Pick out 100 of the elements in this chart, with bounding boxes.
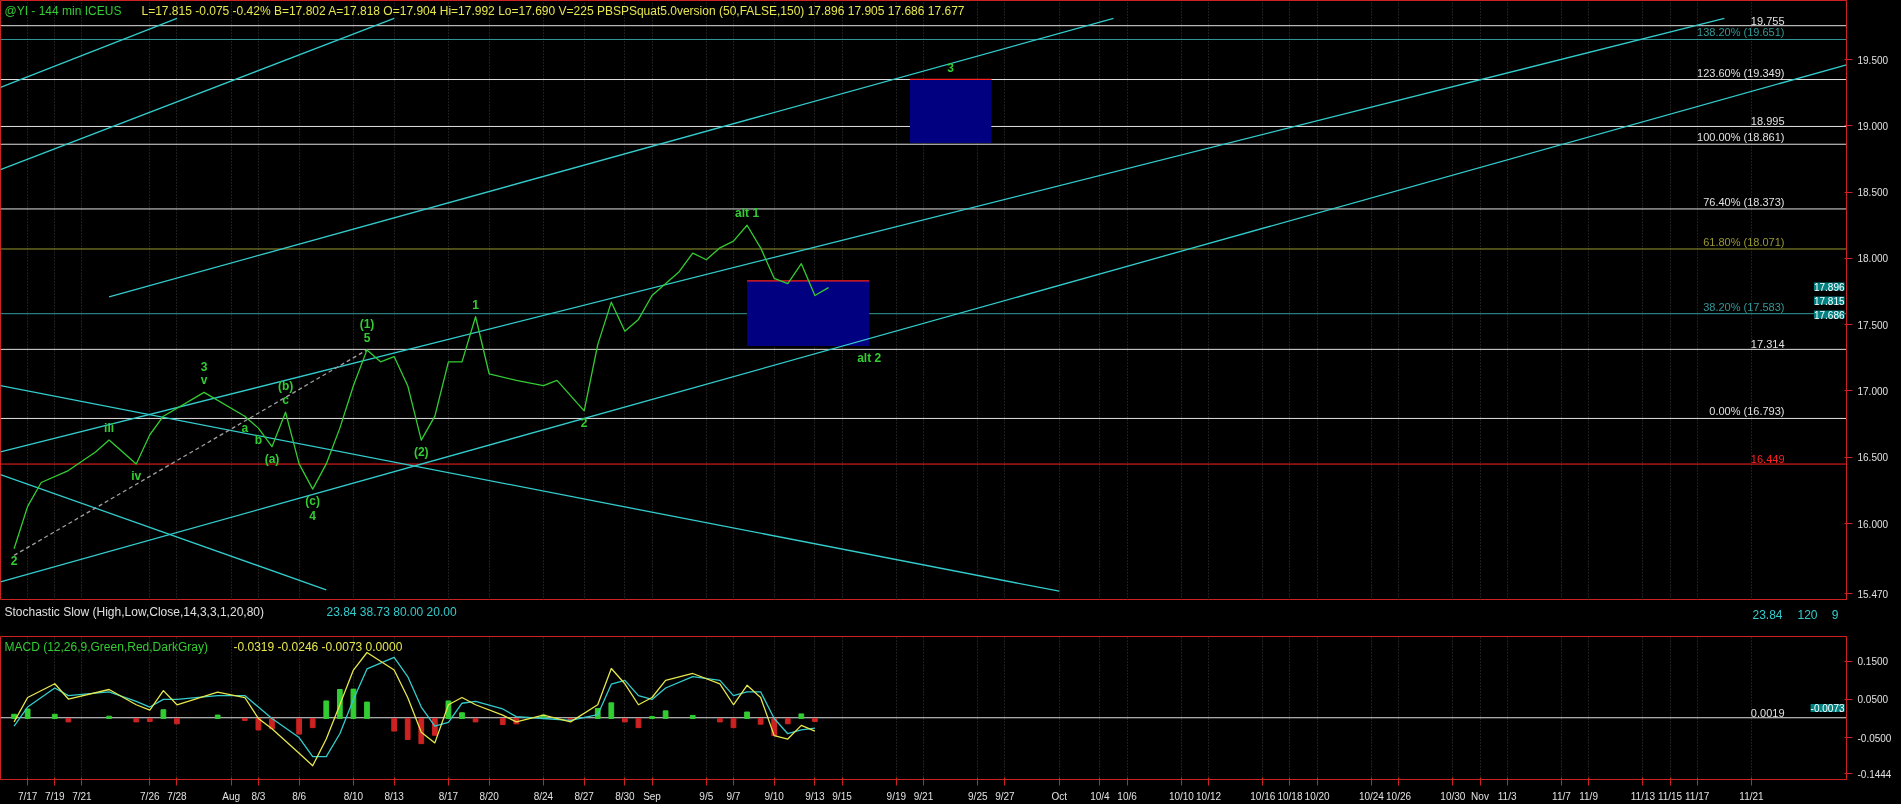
annotation: 5 <box>363 331 371 346</box>
x-tick-label: 11/13 <box>1630 790 1656 802</box>
x-tick-label: 11/21 <box>1739 790 1765 802</box>
x-tick-label: 9/21 <box>913 790 934 802</box>
annotation: (c) <box>305 494 321 509</box>
y-tick-label: 16.000 <box>1857 518 1889 530</box>
x-tick-label: 10/24 <box>1358 790 1385 802</box>
annotation: iv <box>131 468 142 483</box>
ref-line-label: 0.00% (16.793) <box>1709 405 1785 418</box>
x-tick-label: 10/6 <box>1117 790 1138 802</box>
chart-title: @YI - 144 min ICEUS <box>4 3 122 18</box>
annotation: 3 <box>200 359 208 374</box>
annotation: alt 2 <box>857 350 882 365</box>
annotation: (1) <box>359 316 375 331</box>
x-tick-label: 8/20 <box>479 790 500 802</box>
x-tick-label: Oct <box>1051 790 1068 802</box>
annotation: iii <box>104 421 115 436</box>
annotation: 2 <box>10 554 18 569</box>
y-tick-label: -0.1444 <box>1857 768 1892 780</box>
annotation: 17.896 <box>1813 281 1845 293</box>
y-tick-label: 18.000 <box>1857 253 1889 265</box>
chart-title: MACD (12,26,9,Green,Red,DarkGray) <box>4 639 208 654</box>
y-tick-label: 19.500 <box>1857 54 1889 66</box>
x-tick-label: 10/16 <box>1250 790 1276 802</box>
x-tick-label: 11/3 <box>1497 790 1517 802</box>
x-tick-label: 8/24 <box>533 790 554 802</box>
x-tick-label: 9/5 <box>699 790 714 802</box>
x-tick-label: 9/27 <box>995 790 1016 802</box>
y-tick-label: 16.500 <box>1857 452 1889 464</box>
x-tick-label: 8/10 <box>343 790 364 802</box>
ref-line-label: 61.80% (18.071) <box>1703 235 1785 248</box>
x-tick-label: 7/21 <box>72 790 93 802</box>
y-tick-label: -0.0500 <box>1857 732 1892 744</box>
x-tick-label: 10/12 <box>1196 790 1222 802</box>
x-tick-label: 9/19 <box>886 790 907 802</box>
annotation: 2 <box>580 416 588 431</box>
x-tick-label: 11/7 <box>1552 790 1572 802</box>
ref-line-label: 123.60% (19.349) <box>1697 66 1785 79</box>
chart-subtitle: -0.0319 -0.0246 -0.0073 0.0000 <box>233 639 403 654</box>
x-tick-label: 8/13 <box>384 790 405 802</box>
x-tick-label: 10/10 <box>1168 790 1195 802</box>
annotation: 1 <box>472 298 480 313</box>
annotation: 3 <box>947 60 955 75</box>
annotation: a <box>241 421 249 436</box>
x-tick-label: 9/25 <box>968 790 988 802</box>
y-tick-label: 17.500 <box>1857 319 1889 331</box>
x-tick-label: Aug <box>222 790 241 802</box>
x-tick-label: 10/4 <box>1090 790 1111 802</box>
annotation: -0.0073 <box>1810 703 1845 714</box>
y-tick-label: 18.500 <box>1857 187 1889 199</box>
x-tick-label: 8/30 <box>615 790 636 802</box>
ref-line-label: 19.755 <box>1750 14 1785 27</box>
annotation: 17.815 <box>1813 295 1845 307</box>
text: 23.84 <box>1752 607 1783 622</box>
text: 23.84 38.73 80.00 20.00 <box>326 604 457 619</box>
annotation: 17.686 <box>1813 309 1845 321</box>
x-tick-label: 8/3 <box>251 790 266 802</box>
x-tick-label: 9/7 <box>726 790 741 802</box>
x-tick-label: Sep <box>643 790 662 802</box>
ref-line-label: 38.20% (17.583) <box>1703 300 1785 313</box>
x-tick-label: 10/18 <box>1277 790 1303 802</box>
annotation: alt 1 <box>735 206 760 221</box>
text: 120 <box>1797 607 1818 622</box>
ref-line-label: 16.449 <box>1750 453 1785 466</box>
ref-line-label: 17.314 <box>1750 338 1785 351</box>
x-tick-label: 7/26 <box>140 790 160 802</box>
x-tick-label: 9/15 <box>832 790 853 802</box>
x-tick-label: Nov <box>1471 790 1489 802</box>
annotation: c <box>282 393 290 408</box>
annotation: v <box>200 373 208 388</box>
y-tick-label: 0.0500 <box>1857 694 1889 706</box>
ref-line-label: 76.40% (18.373) <box>1703 195 1785 208</box>
ref-line-label: 138.20% (19.651) <box>1697 26 1785 39</box>
x-tick-label: 11/17 <box>1685 790 1710 802</box>
chart-subtitle: L=17.815 -0.075 -0.42% B=17.802 A=17.818 O=17.904 Hi=17.992 Lo=17.690 V=225 PBSPSquat5.0version (50,FALSE,150) 17.896 17.905 17.686 17.677 <box>141 3 965 18</box>
x-tick-label: 11/15 <box>1657 790 1683 802</box>
x-tick-label: 10/20 <box>1304 790 1331 802</box>
x-tick-label: 8/27 <box>574 790 595 802</box>
text: 9 <box>1831 607 1839 622</box>
annotation: 4 <box>309 508 317 523</box>
y-tick-label: 0.1500 <box>1857 656 1889 668</box>
x-tick-label: 11/9 <box>1579 790 1599 802</box>
annotation: b <box>254 433 263 448</box>
text: Stochastic Slow (High,Low,Close,14,3,3,1,20,80) <box>4 604 264 619</box>
annotation: (a) <box>264 451 280 466</box>
ref-line-label: 18.995 <box>1750 115 1785 128</box>
annotation: (2) <box>413 445 429 460</box>
annotation: (b) <box>277 379 294 394</box>
x-tick-label: 10/26 <box>1386 790 1412 802</box>
x-tick-label: 7/17 <box>17 790 38 802</box>
x-tick-label: 9/13 <box>805 790 826 802</box>
x-tick-label: 9/10 <box>764 790 785 802</box>
x-tick-label: 8/17 <box>438 790 459 802</box>
ref-line-label: 100.00% (18.861) <box>1697 131 1785 144</box>
x-tick-label: 8/6 <box>292 790 307 802</box>
x-tick-label: 10/30 <box>1440 790 1466 802</box>
x-tick-label: 7/19 <box>45 790 65 802</box>
y-tick-label: 15.470 <box>1857 588 1889 600</box>
y-tick-label: 19.000 <box>1857 120 1889 132</box>
ref-line-label: 0.0019 <box>1750 706 1785 719</box>
